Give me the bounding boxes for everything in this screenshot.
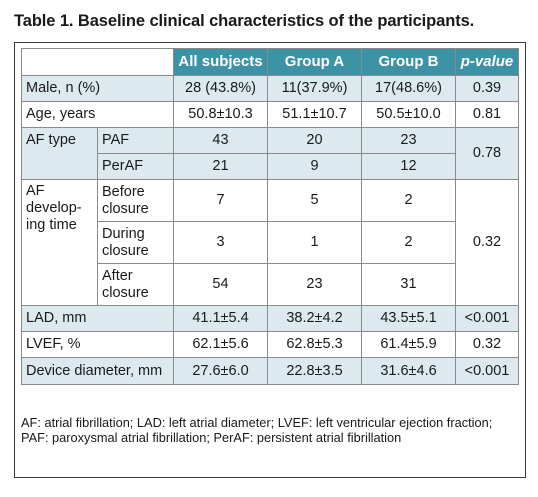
row-label-af-type: AF type <box>21 127 98 180</box>
cell-lad-a: 38.2±4.2 <box>267 305 362 332</box>
cell-lad-p: <0.001 <box>455 305 519 332</box>
row-label-af-developing-time: AF develop- ing time <box>21 179 98 306</box>
cell-male-all: 28 (43.8%) <box>173 75 268 102</box>
cell-lvef-a: 62.8±5.3 <box>267 331 362 358</box>
table-row: Age, years 50.8±10.3 51.1±10.7 50.5±10.0… <box>21 101 519 128</box>
header-p-value: p-value <box>455 48 519 76</box>
cell-paf-all: 43 <box>173 127 268 154</box>
cell-during-b: 2 <box>361 221 456 264</box>
table-title: Table 1. Baseline clinical characteristi… <box>14 12 475 30</box>
cell-after-all: 54 <box>173 263 268 306</box>
table-row: AF type PAF 43 20 23 0.78 <box>21 127 519 180</box>
before-line-1: Before <box>102 183 145 200</box>
row-label-male: Male, n (%) <box>21 75 174 102</box>
cell-during-a: 1 <box>267 221 362 264</box>
cell-after-a: 23 <box>267 263 362 306</box>
cell-device-p: <0.001 <box>455 357 519 385</box>
table-footnote: AF: atrial fibrillation; LAD: left atria… <box>21 415 493 446</box>
header-all-subjects: All subjects <box>173 48 268 76</box>
during-line-1: During <box>102 225 145 242</box>
cell-after-b: 31 <box>361 263 456 306</box>
after-line-2: closure <box>102 284 149 301</box>
cell-age-a: 51.1±10.7 <box>267 101 362 128</box>
row-label-lvef: LVEF, % <box>21 331 174 358</box>
cell-before-a: 5 <box>267 179 362 222</box>
header-group-b: Group B <box>361 48 456 76</box>
table-row: LAD, mm 41.1±5.4 38.2±4.2 43.5±5.1 <0.00… <box>21 305 519 332</box>
header-row: All subjects Group A Group B p-value <box>21 48 519 76</box>
table-frame: All subjects Group A Group B p-value Mal… <box>14 42 526 478</box>
cell-before-b: 2 <box>361 179 456 222</box>
row-label-device-diameter: Device diameter, mm <box>21 357 174 385</box>
cell-peraf-a: 9 <box>267 153 362 180</box>
cell-paf-a: 20 <box>267 127 362 154</box>
sub-label-before-closure: Before closure <box>97 179 174 222</box>
header-group-a: Group A <box>267 48 362 76</box>
cell-age-all: 50.8±10.3 <box>173 101 268 128</box>
cell-male-a: 11(37.9%) <box>267 75 362 102</box>
cell-during-all: 3 <box>173 221 268 264</box>
cell-peraf-b: 12 <box>361 153 456 180</box>
cell-paf-b: 23 <box>361 127 456 154</box>
cell-device-all: 27.6±6.0 <box>173 357 268 385</box>
table-row: After closure 54 23 31 <box>22 263 519 306</box>
cell-lvef-p: 0.32 <box>455 331 519 358</box>
cell-lad-all: 41.1±5.4 <box>173 305 268 332</box>
cell-af-type-p: 0.78 <box>455 127 519 180</box>
cell-male-p: 0.39 <box>455 75 519 102</box>
cell-peraf-all: 21 <box>173 153 268 180</box>
af-time-label-line-2: develop- <box>26 199 82 216</box>
cell-age-b: 50.5±10.0 <box>361 101 456 128</box>
sub-label-during-closure: During closure <box>97 221 174 264</box>
cell-device-b: 31.6±4.6 <box>361 357 456 385</box>
table-row: Male, n (%) 28 (43.8%) 11(37.9%) 17(48.6… <box>21 75 519 102</box>
cell-before-all: 7 <box>173 179 268 222</box>
af-time-label-line-1: AF <box>26 183 45 199</box>
af-time-label-line-3: ing time <box>26 216 77 233</box>
sub-label-paf: PAF <box>97 127 174 154</box>
cell-lad-b: 43.5±5.1 <box>361 305 456 332</box>
during-line-2: closure <box>102 242 149 259</box>
table-row: LVEF, % 62.1±5.6 62.8±5.3 61.4±5.9 0.32 <box>21 331 519 358</box>
cell-lvef-b: 61.4±5.9 <box>361 331 456 358</box>
cell-male-b: 17(48.6%) <box>361 75 456 102</box>
sub-label-after-closure: After closure <box>97 263 174 306</box>
header-blank-cell <box>21 48 174 76</box>
baseline-characteristics-table: All subjects Group A Group B p-value Mal… <box>21 48 519 385</box>
cell-af-time-p: 0.32 <box>455 179 519 306</box>
cell-lvef-all: 62.1±5.6 <box>173 331 268 358</box>
cell-age-p: 0.81 <box>455 101 519 128</box>
table-row: PerAF 21 9 12 <box>21 153 519 180</box>
after-line-1: After <box>102 267 133 284</box>
table-row: AF develop- ing time Before closure 7 5 … <box>21 179 519 306</box>
table-row: Device diameter, mm 27.6±6.0 22.8±3.5 31… <box>21 357 519 385</box>
row-label-age: Age, years <box>21 101 174 128</box>
sub-label-peraf: PerAF <box>97 153 174 180</box>
row-label-lad: LAD, mm <box>21 305 174 332</box>
cell-device-a: 22.8±3.5 <box>267 357 362 385</box>
before-line-2: closure <box>102 200 149 217</box>
